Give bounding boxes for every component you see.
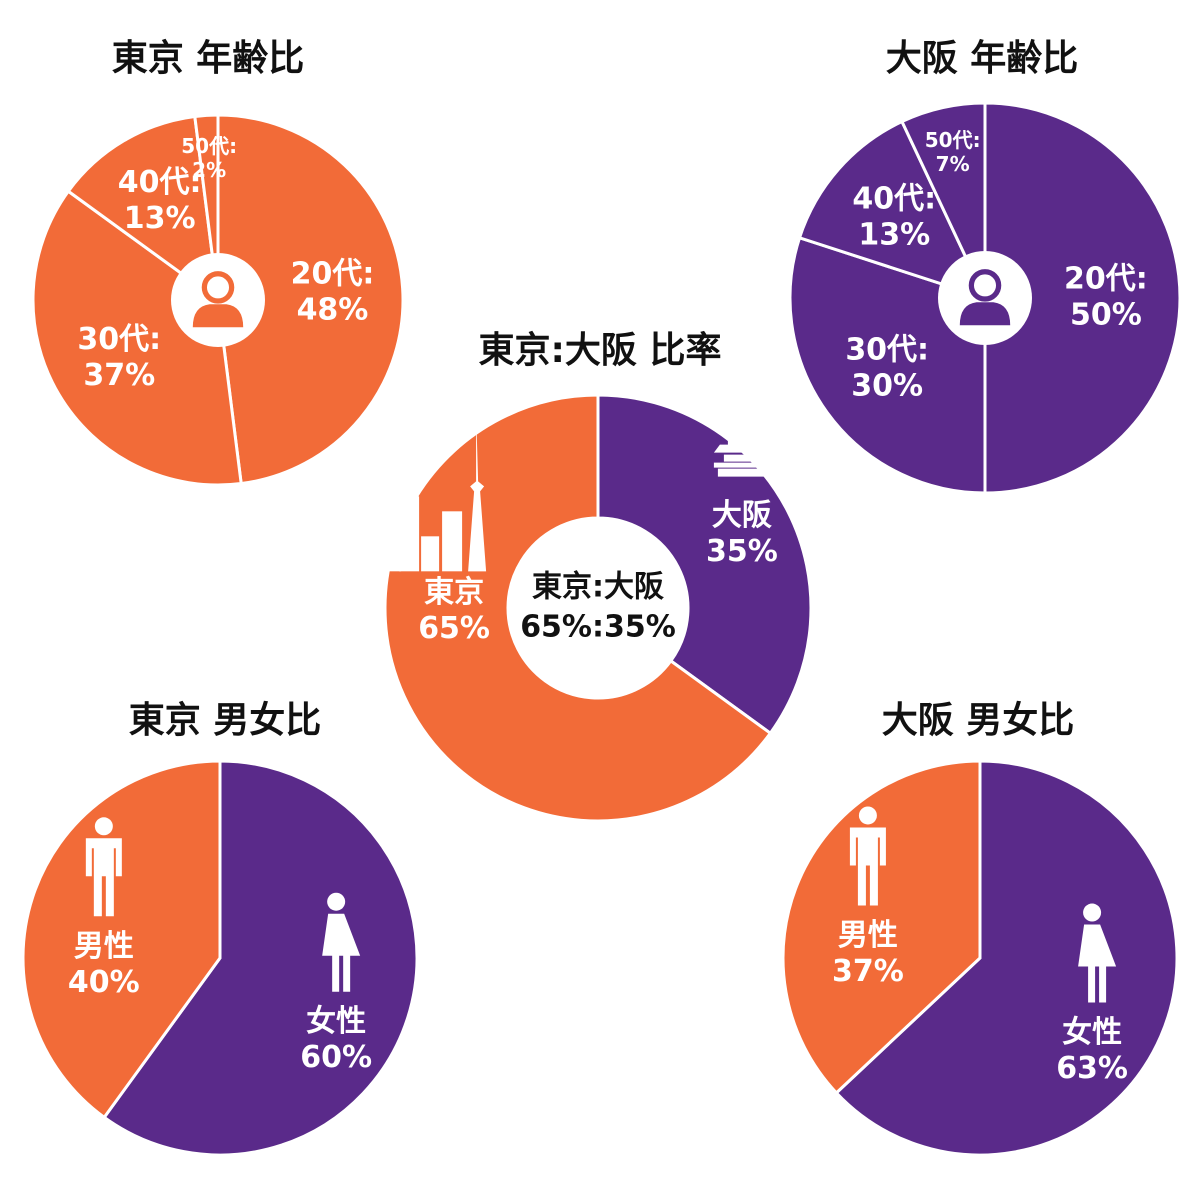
building bbox=[399, 496, 420, 572]
building bbox=[442, 511, 463, 572]
slice-label: 女性 bbox=[306, 1004, 366, 1039]
osaka-castle-icon bbox=[713, 426, 770, 477]
icon-head bbox=[201, 271, 235, 304]
value-label: 48% bbox=[297, 292, 369, 327]
castle bbox=[713, 426, 770, 477]
person-icon bbox=[959, 269, 1011, 326]
slice-label: 40代: bbox=[852, 182, 936, 217]
value-label: 65% bbox=[418, 611, 490, 646]
icon-body bbox=[959, 302, 1011, 326]
tower bbox=[468, 411, 487, 572]
slice-label: 50代: bbox=[181, 134, 237, 158]
female-icon bbox=[322, 892, 361, 992]
male-icon bbox=[85, 817, 122, 917]
slice bbox=[788, 235, 987, 495]
chart-title: 大阪 男女比 bbox=[882, 700, 1075, 741]
slice bbox=[31, 189, 243, 487]
slice-label: 50代: bbox=[925, 128, 981, 152]
female-icon bbox=[1078, 903, 1117, 1003]
slice-label: 男性 bbox=[838, 918, 898, 953]
value-label: 40% bbox=[68, 965, 140, 1000]
chart-title: 大阪 年齢比 bbox=[886, 38, 1079, 79]
slice-label: 20代: bbox=[291, 256, 375, 291]
slice-label: 40代: bbox=[118, 165, 202, 200]
slice bbox=[216, 113, 405, 486]
slice bbox=[899, 101, 987, 299]
value-label: 50% bbox=[1070, 298, 1142, 333]
value-label: 13% bbox=[858, 218, 930, 253]
slice-label: 30代: bbox=[845, 333, 929, 368]
donut-hole bbox=[508, 518, 688, 698]
slice-label: 女性 bbox=[1062, 1015, 1122, 1050]
icon-head bbox=[1083, 903, 1102, 922]
value-label: 2% bbox=[192, 158, 226, 182]
slice-label: 大阪 bbox=[712, 498, 772, 533]
slice bbox=[797, 119, 988, 301]
slice bbox=[21, 759, 222, 1120]
icon-head bbox=[327, 892, 346, 911]
person-icon bbox=[192, 271, 244, 328]
slice bbox=[66, 114, 220, 304]
chart-title: 東京:大阪 比率 bbox=[479, 329, 722, 371]
icon-body bbox=[85, 838, 122, 917]
value-label: 35% bbox=[706, 534, 778, 569]
icon-head bbox=[858, 806, 877, 825]
tokyo-skyline-icon bbox=[379, 411, 487, 572]
slice-label: 男性 bbox=[74, 929, 134, 964]
chart-title: 東京 男女比 bbox=[129, 699, 322, 741]
slice-label: 20代: bbox=[1064, 262, 1148, 297]
icon-body bbox=[1078, 924, 1117, 1003]
building bbox=[421, 536, 440, 572]
value-label: 30% bbox=[851, 369, 923, 404]
value-label: 13% bbox=[124, 201, 196, 236]
value-label: 63% bbox=[1056, 1051, 1128, 1086]
slice bbox=[834, 759, 1179, 1157]
value-label: 37% bbox=[832, 954, 904, 989]
value-label: 7% bbox=[936, 152, 970, 176]
slice bbox=[102, 759, 419, 1157]
slice-label: 東京 bbox=[424, 575, 484, 610]
icon-body bbox=[322, 913, 361, 992]
center-label: 東京:大阪 bbox=[532, 570, 664, 605]
icon-head bbox=[94, 817, 113, 836]
value-label: 60% bbox=[300, 1040, 372, 1075]
building bbox=[379, 521, 402, 572]
slice bbox=[983, 101, 1182, 495]
icon-body bbox=[192, 304, 244, 328]
chart-title: 東京 年齢比 bbox=[112, 37, 305, 79]
slice bbox=[781, 759, 982, 1095]
male-icon bbox=[849, 806, 886, 906]
icon-body bbox=[849, 827, 886, 906]
center-label: 65%:35% bbox=[520, 610, 676, 645]
icon-head bbox=[968, 269, 1002, 302]
value-label: 37% bbox=[83, 358, 155, 393]
slice-label: 30代: bbox=[77, 322, 161, 357]
